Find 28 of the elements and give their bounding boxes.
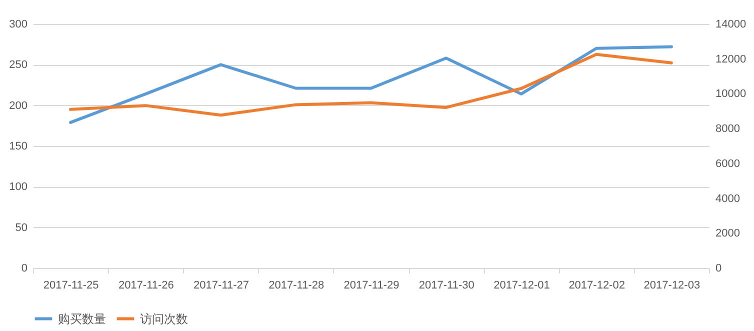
y2-tick-label: 0 xyxy=(716,262,722,274)
y-tick-label: 50 xyxy=(15,222,28,234)
legend-label: 访问次数 xyxy=(140,312,188,326)
y-tick-label: 200 xyxy=(9,100,28,112)
x-tick-label: 2017-11-26 xyxy=(118,280,174,292)
y-tick-label: 250 xyxy=(9,59,28,72)
y2-tick-label: 6000 xyxy=(716,158,740,170)
x-tick-label: 2017-11-27 xyxy=(194,280,250,292)
y-tick-label: 300 xyxy=(9,18,28,30)
y-tick-label: 150 xyxy=(9,140,28,152)
y2-tick-label: 10000 xyxy=(716,88,746,100)
y2-tick-label: 12000 xyxy=(716,53,746,66)
y2-tick-label: 4000 xyxy=(716,192,740,205)
line-series xyxy=(69,45,673,124)
y2-tick-label: 2000 xyxy=(716,228,740,240)
x-tick-label: 2017-12-03 xyxy=(644,280,700,292)
x-tick-label: 2017-12-02 xyxy=(568,280,625,292)
y2-tick-label: 8000 xyxy=(716,123,740,136)
x-tick-label: 2017-12-01 xyxy=(494,280,550,292)
x-tick-label: 2017-11-29 xyxy=(344,280,400,292)
legend-label: 购买数量 xyxy=(58,312,106,326)
y-tick-label: 0 xyxy=(21,262,28,274)
x-tick-label: 2017-11-28 xyxy=(268,280,324,292)
y-tick-label: 100 xyxy=(9,181,28,194)
x-tick-label: 2017-11-30 xyxy=(418,280,474,292)
y2-tick-label: 14000 xyxy=(716,18,746,30)
x-tick-label: 2017-11-25 xyxy=(43,280,99,292)
line-series xyxy=(69,52,673,117)
